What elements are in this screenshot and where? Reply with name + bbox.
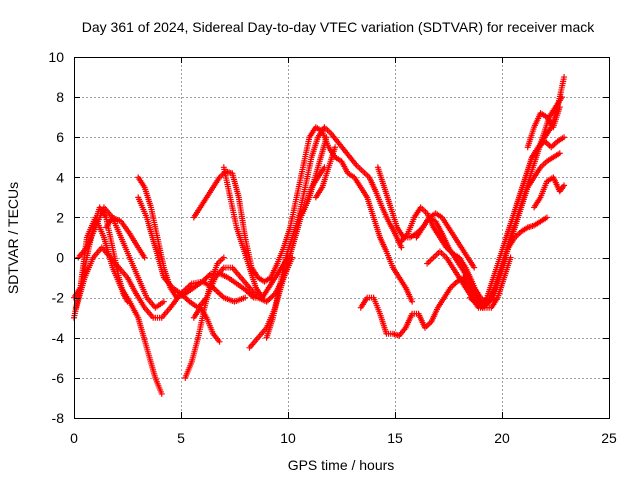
y-tick-label: 2 xyxy=(56,209,64,225)
data-point xyxy=(323,134,330,141)
series-arc-3 xyxy=(73,244,249,321)
series-arc-24 xyxy=(503,134,568,241)
x-tick-label: 5 xyxy=(177,430,185,446)
data-point xyxy=(160,298,167,305)
x-axis-label: GPS time / hours xyxy=(288,457,395,473)
plot-marks xyxy=(71,74,568,397)
series-arc-21 xyxy=(466,150,563,311)
data-point xyxy=(220,254,227,261)
data-point xyxy=(242,294,249,301)
data-point xyxy=(556,104,563,111)
series-arc-13 xyxy=(263,124,405,341)
y-axis-label: SDTVAR / TECUs xyxy=(5,182,21,294)
x-tick-label: 10 xyxy=(280,430,296,446)
x-tick-label: 20 xyxy=(494,430,510,446)
y-tick-label: -6 xyxy=(52,370,65,386)
plot-frame xyxy=(74,57,610,419)
y-tick-label: -4 xyxy=(52,330,65,346)
series-arc-26 xyxy=(531,174,568,211)
data-point xyxy=(556,150,563,157)
data-point xyxy=(216,338,223,345)
axis-ticks: 0 5 10 15 20 25 -8 -6 -4 -2 0 2 4 6 8 10 xyxy=(48,49,617,446)
y-tick-label: 10 xyxy=(48,49,64,65)
data-point xyxy=(398,244,405,251)
y-tick-label: 6 xyxy=(56,129,64,145)
x-tick-label: 0 xyxy=(70,430,78,446)
y-tick-label: -8 xyxy=(52,410,65,426)
y-tick-label: 4 xyxy=(56,169,64,185)
data-point xyxy=(561,182,568,189)
data-point xyxy=(561,134,568,141)
series-arc-5 xyxy=(103,214,148,261)
data-point xyxy=(158,390,165,397)
series-arc-4 xyxy=(75,204,167,311)
data-point xyxy=(543,214,550,221)
data-point xyxy=(409,298,416,305)
series-arc-25 xyxy=(524,104,563,151)
data-point xyxy=(558,94,565,101)
series-arc-14 xyxy=(295,164,328,221)
y-tick-label: 8 xyxy=(56,89,64,105)
data-point xyxy=(561,74,568,81)
data-point xyxy=(141,254,148,261)
series-arc-8 xyxy=(182,254,227,381)
data-point xyxy=(471,264,478,271)
series-arc-15 xyxy=(312,144,339,201)
chart-title: Day 361 of 2024, Sidereal Day-to-day VTE… xyxy=(82,19,595,35)
series-arc-9 xyxy=(190,304,223,345)
x-tick-label: 15 xyxy=(387,430,403,446)
y-tick-label: 0 xyxy=(56,250,64,266)
y-tick-label: -2 xyxy=(52,290,65,306)
data-point xyxy=(332,144,339,151)
x-tick-label: 25 xyxy=(601,430,617,446)
